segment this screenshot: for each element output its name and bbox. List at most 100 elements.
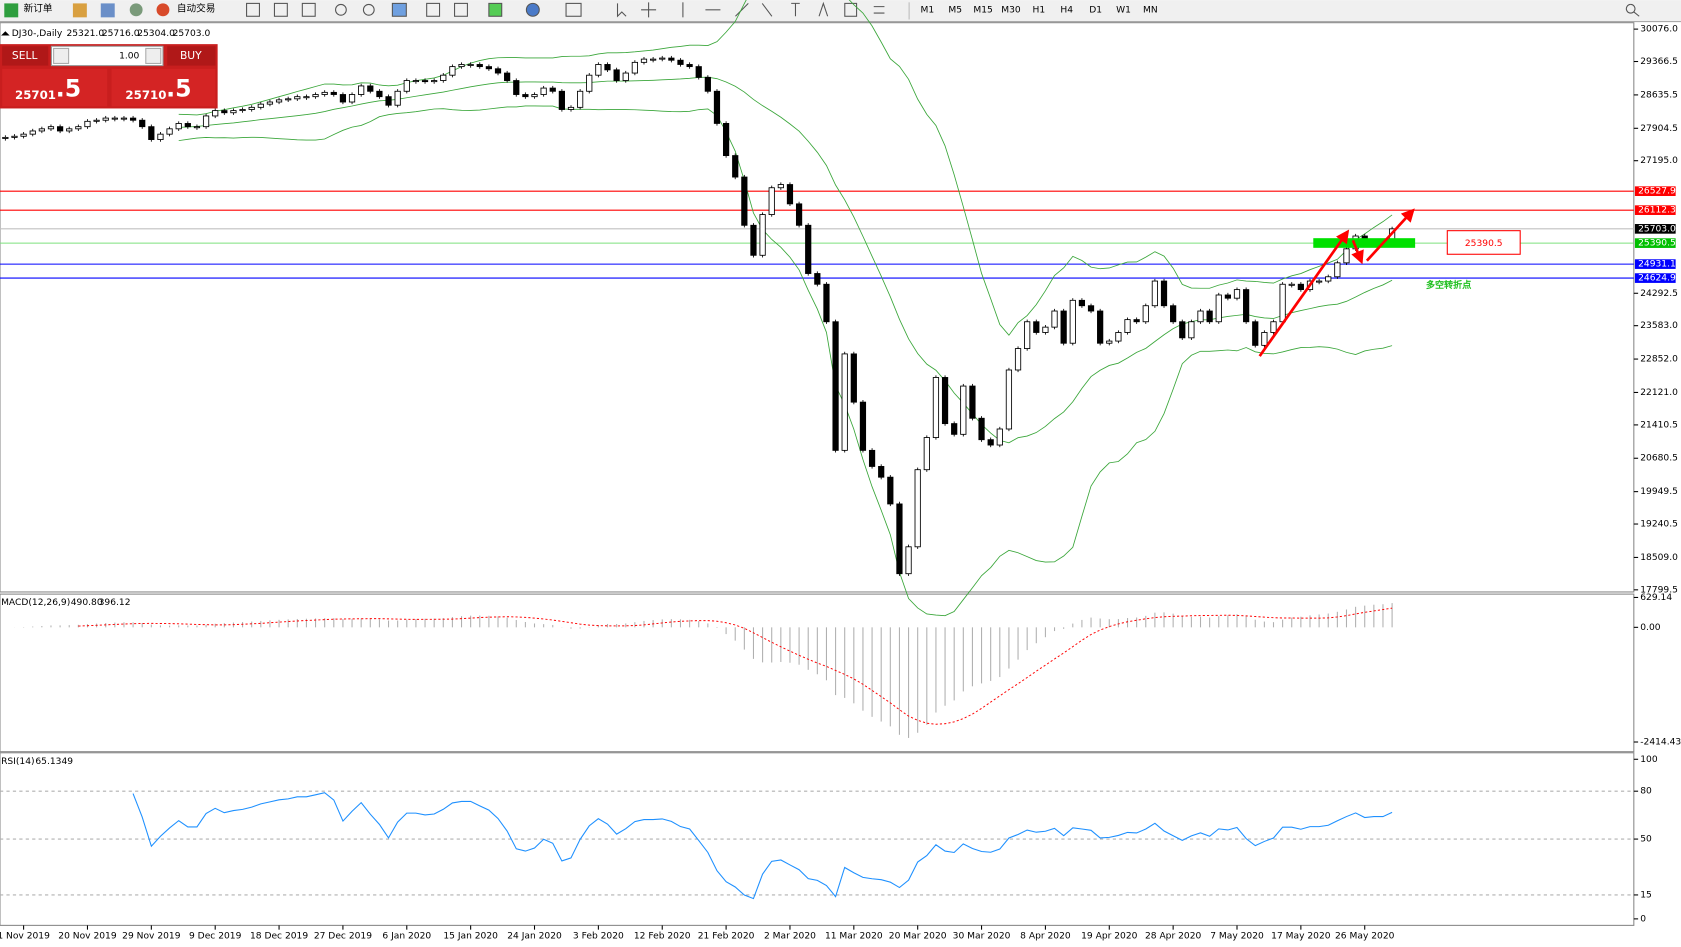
candle bbox=[421, 80, 429, 83]
candle bbox=[403, 80, 410, 92]
candle bbox=[1252, 321, 1259, 346]
candle bbox=[412, 80, 420, 83]
sell-button[interactable] bbox=[2, 46, 49, 66]
sell-price-box[interactable] bbox=[2, 68, 108, 107]
icon[interactable] bbox=[100, 3, 115, 18]
lot-value[interactable]: 1.00 bbox=[119, 51, 139, 61]
candle bbox=[1115, 332, 1122, 342]
candle bbox=[850, 353, 857, 403]
candle bbox=[1279, 283, 1286, 323]
auto-trading-button[interactable]: 自动交易 bbox=[177, 3, 216, 15]
timeframe-button[interactable]: M15 bbox=[973, 5, 992, 15]
lot-input[interactable] bbox=[50, 45, 164, 67]
rsi-value: 65.1349 bbox=[35, 757, 73, 767]
x-tick-label: 29 Nov 2019 bbox=[122, 932, 181, 942]
candle bbox=[294, 96, 301, 100]
candle bbox=[996, 428, 1003, 446]
buy-price-box[interactable] bbox=[111, 68, 216, 107]
candle bbox=[175, 123, 182, 130]
timeframe-button[interactable]: MN bbox=[1143, 5, 1158, 15]
candle bbox=[1106, 340, 1113, 344]
buy-price[interactable]: 25710 bbox=[125, 88, 166, 102]
lot-up[interactable] bbox=[145, 47, 162, 64]
macd-signal bbox=[78, 607, 1393, 725]
candle bbox=[47, 126, 55, 130]
candle bbox=[1024, 321, 1031, 349]
y-tick-label: 22852.0 bbox=[1640, 355, 1678, 365]
x-tick-label: 26 May 2020 bbox=[1335, 932, 1395, 942]
candle bbox=[1142, 305, 1149, 323]
candle bbox=[2, 136, 9, 139]
y-tick-label: 0.00 bbox=[1640, 623, 1660, 633]
price-level-tag bbox=[1634, 273, 1676, 283]
sell-label[interactable]: SELL bbox=[12, 49, 38, 62]
candle bbox=[522, 94, 529, 98]
candle bbox=[786, 184, 794, 205]
candle bbox=[348, 94, 356, 103]
y-tick-label: 18509.0 bbox=[1640, 553, 1678, 563]
candle bbox=[1188, 321, 1195, 339]
candle bbox=[157, 133, 164, 140]
icon[interactable] bbox=[129, 3, 143, 17]
price-level-label: 24624.9 bbox=[1638, 274, 1676, 284]
buy-label[interactable]: BUY bbox=[180, 49, 202, 62]
buy-button[interactable] bbox=[167, 46, 216, 66]
icon[interactable] bbox=[72, 3, 87, 18]
y-tick-label: 629.14 bbox=[1640, 593, 1672, 603]
candle bbox=[759, 214, 766, 256]
y-tick-label: 0 bbox=[1640, 914, 1646, 924]
candle bbox=[38, 128, 45, 132]
candle bbox=[841, 353, 848, 451]
lot-down[interactable] bbox=[53, 47, 70, 64]
candle bbox=[193, 126, 201, 129]
rsi-line bbox=[132, 792, 1393, 900]
candle bbox=[184, 123, 191, 128]
timeframe-button[interactable]: M5 bbox=[948, 5, 962, 15]
candle bbox=[111, 117, 118, 120]
candle bbox=[1316, 280, 1323, 283]
candle bbox=[440, 74, 447, 81]
timeframe-button[interactable]: H1 bbox=[1033, 5, 1046, 15]
buy-pips[interactable]: .5 bbox=[166, 75, 191, 103]
new-order-icon[interactable] bbox=[4, 3, 19, 18]
candle bbox=[531, 94, 538, 98]
candle bbox=[896, 503, 903, 575]
timeframe-button[interactable]: W1 bbox=[1116, 5, 1131, 15]
candle bbox=[1078, 299, 1086, 307]
candle bbox=[84, 120, 91, 128]
auto-trading-icon[interactable] bbox=[156, 3, 170, 17]
candle bbox=[1179, 321, 1186, 339]
candle bbox=[376, 90, 383, 98]
candle bbox=[887, 476, 894, 505]
candle bbox=[339, 94, 347, 103]
candle bbox=[102, 117, 109, 121]
candle bbox=[504, 72, 511, 81]
candle bbox=[1334, 262, 1341, 278]
candle bbox=[549, 87, 556, 92]
candle bbox=[951, 423, 958, 435]
timeframe-button[interactable]: D1 bbox=[1089, 5, 1102, 15]
candle bbox=[139, 119, 146, 128]
candle bbox=[558, 90, 565, 110]
arrow-up bbox=[1365, 208, 1415, 262]
x-tick-label: 27 Dec 2019 bbox=[314, 932, 372, 942]
candle bbox=[467, 64, 474, 66]
candle bbox=[805, 224, 812, 274]
candle bbox=[66, 128, 73, 132]
sell-pips[interactable]: .5 bbox=[56, 75, 81, 103]
candle bbox=[1243, 289, 1250, 323]
x-tick-label: 30 Mar 2020 bbox=[953, 932, 1011, 942]
new-order-button[interactable]: 新订单 bbox=[24, 3, 53, 15]
candle bbox=[832, 321, 839, 451]
y-tick-label: 19949.5 bbox=[1640, 487, 1678, 497]
y-tick-label: 80 bbox=[1640, 787, 1652, 797]
price-box bbox=[1446, 230, 1521, 255]
candle bbox=[741, 176, 748, 226]
timeframe-button[interactable]: H4 bbox=[1060, 5, 1073, 15]
candle bbox=[303, 96, 310, 99]
timeframe-button[interactable]: M1 bbox=[921, 5, 935, 15]
candle bbox=[1261, 332, 1268, 346]
candle bbox=[1133, 319, 1140, 323]
sell-price[interactable]: 25701 bbox=[15, 88, 56, 102]
timeframe-button[interactable]: M30 bbox=[1001, 5, 1021, 15]
